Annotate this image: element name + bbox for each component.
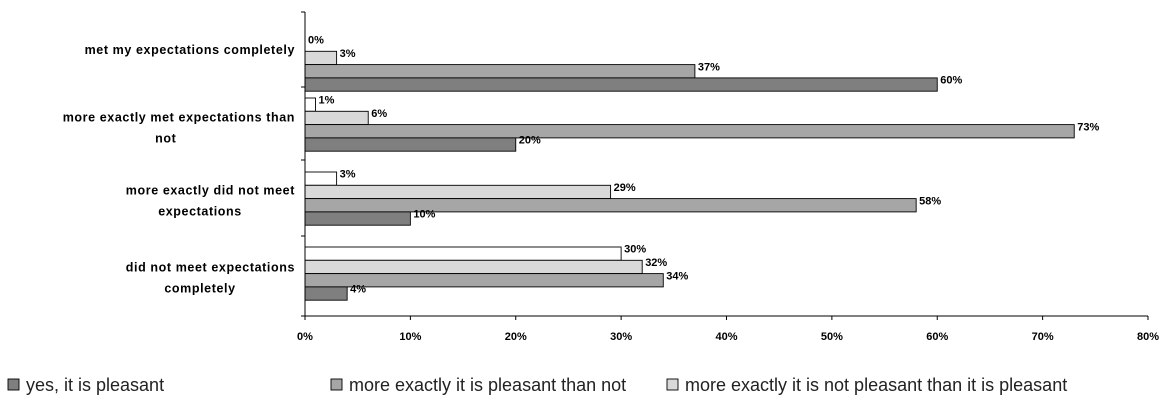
data-label: 73% [1077,121,1099,133]
data-label: 32% [645,257,667,269]
bar [304,124,1075,139]
bar [304,184,612,200]
category-label: completely [164,282,235,296]
x-tick-label: 50% [821,331,843,343]
category-label: not [155,132,176,146]
data-label: 34% [666,270,688,282]
bar [304,50,338,66]
data-labels-group: 0% 1% 3% 30% 3% 6% 29% 32% 37% 73% 58% 34% 60% 20% 10%… [308,35,1099,296]
category-label: did not meet expectations [126,261,295,275]
data-label: 3% [340,169,356,181]
data-label: 37% [698,61,720,73]
bar [304,77,938,92]
data-label: 4% [350,284,366,296]
bar [304,137,517,152]
data-label: 10% [413,209,435,221]
x-tick-label: 60% [926,331,948,343]
x-tick-label: 30% [610,331,632,343]
bar [304,198,917,213]
x-tick-label: 80% [1137,331,1159,343]
legend-swatch [330,378,343,391]
legend-swatch [7,378,20,391]
bar [304,259,643,275]
bar [304,97,316,112]
bar [304,286,348,301]
data-label: 20% [519,135,541,147]
category-label: expectations [158,205,242,219]
data-label: 29% [614,182,636,194]
data-label: 60% [940,75,962,87]
legend-swatch [666,378,679,391]
data-label: 3% [340,48,356,60]
bar [304,171,338,186]
data-label: 0% [308,35,324,47]
data-label: 58% [919,195,941,207]
legend-label: more exactly it is pleasant than not [349,375,626,395]
bar [304,246,622,261]
category-label: more exactly met expectations than [63,111,295,125]
bar [304,64,696,79]
x-axis-ticks: 0% 10% 20% 30% 40% 50% 60% 70% 80% [297,316,1159,343]
x-tick-label: 20% [505,331,527,343]
bars-group [304,50,1075,301]
x-tick-label: 40% [715,331,737,343]
legend: yes, it is pleasant more exactly it is pl… [7,375,1067,395]
category-label: met my expectations completely [85,43,295,57]
legend-label: more exactly it is not pleasant than it … [685,375,1067,395]
category-label: more exactly did not meet [126,184,295,198]
bar [304,211,411,226]
data-label: 6% [371,108,387,120]
x-tick-label: 70% [1032,331,1054,343]
x-tick-label: 10% [399,331,421,343]
legend-label: yes, it is pleasant [26,375,164,395]
bar [304,110,369,126]
x-tick-label: 0% [297,331,313,343]
category-labels: met my expectations completely more exact… [63,43,295,296]
data-label: 1% [319,95,335,107]
data-label: 30% [624,244,646,256]
